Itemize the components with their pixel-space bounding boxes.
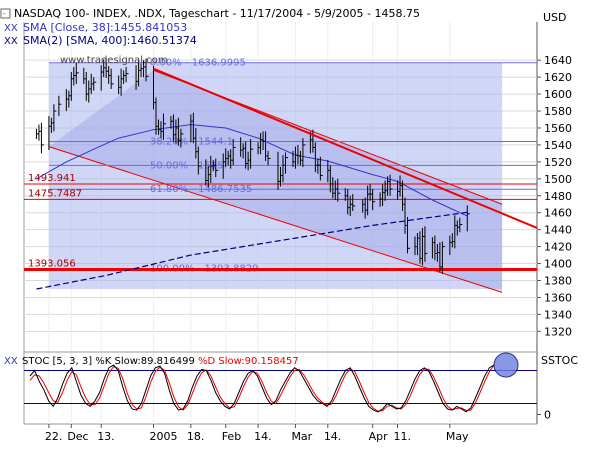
date-axis: 22. Dec 13. 2005 18. Feb 14. Mar 14. Apr 11. May bbox=[45, 424, 469, 443]
y-tick-label: 1640 bbox=[544, 54, 572, 67]
horizontal-line-label: 1493.941 bbox=[28, 173, 76, 184]
price-axis: 1320 1340 1360 1380 1400 1420 1440 1460 1480 1500… bbox=[537, 54, 572, 338]
y-tick-label: 1520 bbox=[544, 156, 572, 169]
x-tick-label: 22. bbox=[45, 430, 63, 443]
x-tick-label: Mar bbox=[291, 430, 312, 443]
y-tick-label: 1340 bbox=[544, 308, 572, 321]
stoch-toggle-icon[interactable]: XX bbox=[4, 356, 18, 367]
regression-channel bbox=[48, 62, 503, 293]
fib-level-label: 38.20% - 1544.1 bbox=[150, 136, 233, 147]
stoch-d-label: %D Slow:90.158457 bbox=[198, 356, 299, 367]
y-tick-label: 1400 bbox=[544, 258, 572, 271]
stoch-y-tick-label: 0 bbox=[544, 409, 551, 422]
header: - NASDAQ 100- INDEX, .NDX, Tageschart - … bbox=[0, 7, 567, 47]
price-series bbox=[35, 57, 470, 274]
checkbox-icon[interactable] bbox=[0, 8, 11, 19]
fib-level-label: 0.00% - 1636.9995 bbox=[150, 58, 246, 69]
y-tick-label: 1420 bbox=[544, 241, 572, 254]
fib-level-label: 61.80% - 1486.7535 bbox=[150, 184, 252, 195]
sma38-line bbox=[36, 124, 468, 217]
highlight-circle bbox=[493, 352, 519, 378]
stoch-title: STOC [5, 3, 3] %K Slow:89.816499 %D Slow… bbox=[22, 356, 299, 367]
x-tick-label: Feb bbox=[222, 430, 241, 443]
y-tick-label: 1320 bbox=[544, 325, 572, 338]
x-tick-label: 14. bbox=[254, 430, 272, 443]
stoch-k-label: %K Slow:89.816499 bbox=[95, 356, 198, 367]
collapse-icon[interactable]: - bbox=[3, 10, 6, 18]
y-tick-label: 1380 bbox=[544, 275, 572, 288]
watermark: www.tradesignal.com bbox=[60, 55, 168, 66]
downtrend-line bbox=[153, 67, 538, 229]
y-tick-label: 1440 bbox=[544, 224, 572, 237]
currency-label: USD bbox=[543, 11, 567, 24]
x-tick-label: 18. bbox=[187, 430, 205, 443]
stochastic-panel: 0 XX STOC [5, 3, 3] %K Slow:89.816499 %D S… bbox=[4, 351, 578, 422]
y-tick-label: 1480 bbox=[544, 190, 572, 203]
sma2-legend: SMA(2) [SMA, 400]:1460.51374 bbox=[23, 34, 197, 47]
fib-level-label: 50.00% - 1515. bbox=[150, 160, 227, 171]
x-tick-label: Dec bbox=[67, 430, 88, 443]
stoch-d-line bbox=[29, 364, 495, 412]
stoch-axis-label: SSTOC bbox=[541, 354, 578, 367]
y-tick-label: 1460 bbox=[544, 207, 572, 220]
y-tick-label: 1620 bbox=[544, 71, 572, 84]
y-tick-label: 1600 bbox=[544, 88, 572, 101]
horizontal-line-label: 1475.7487 bbox=[28, 188, 82, 199]
fibonacci-levels: 0.00% - 1636.9995 38.20% - 1544.1 50.00% -… bbox=[48, 58, 537, 275]
horizontal-line-label: 1393.056 bbox=[28, 258, 76, 269]
fibonacci-range-fill bbox=[48, 62, 503, 289]
x-tick-label: 14. bbox=[324, 430, 342, 443]
x-tick-label: Apr bbox=[369, 430, 389, 443]
x-tick-label: 2005 bbox=[149, 430, 177, 443]
x-tick-label: 13. bbox=[97, 430, 115, 443]
y-tick-label: 1580 bbox=[544, 105, 572, 118]
sma400-line bbox=[36, 211, 468, 290]
stoch-k-line bbox=[29, 364, 495, 413]
channel-fill bbox=[48, 70, 503, 293]
sma2-toggle-icon[interactable]: XX bbox=[4, 36, 18, 47]
trendline bbox=[153, 67, 538, 229]
sma1-legend: SMA [Close, 38]:1455.841053 bbox=[23, 21, 187, 34]
x-tick-label: May bbox=[446, 430, 469, 443]
y-tick-label: 1360 bbox=[544, 291, 572, 304]
x-tick-label: 11. bbox=[394, 430, 412, 443]
sma1-toggle-icon[interactable]: XX bbox=[4, 23, 18, 34]
y-tick-label: 1540 bbox=[544, 139, 572, 152]
moving-averages bbox=[36, 124, 468, 290]
y-tick-label: 1500 bbox=[544, 173, 572, 186]
chart-title: NASDAQ 100- INDEX, .NDX, Tageschart - 11… bbox=[14, 7, 420, 20]
y-tick-label: 1560 bbox=[544, 122, 572, 135]
